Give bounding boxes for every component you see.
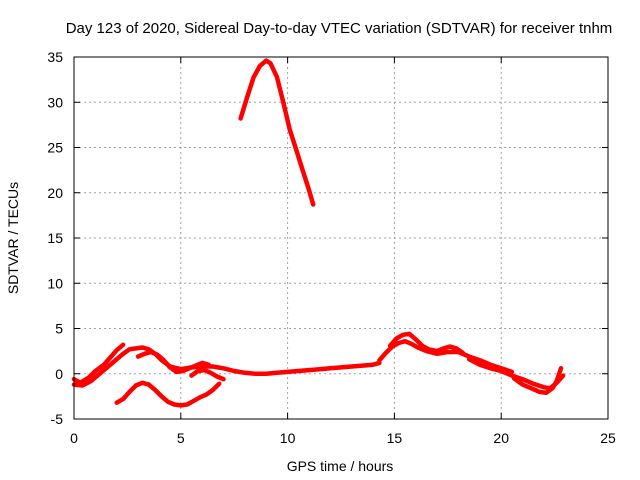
y-tick-label: 0 bbox=[55, 366, 63, 382]
y-tick-label: 30 bbox=[47, 94, 63, 110]
x-tick-label: 5 bbox=[177, 430, 185, 446]
x-tick-label: 20 bbox=[493, 430, 509, 446]
series-arc-g bbox=[387, 331, 466, 356]
y-tick-label: 10 bbox=[47, 275, 63, 291]
x-axis-label: GPS time / hours bbox=[287, 458, 394, 474]
y-tick-label: 5 bbox=[55, 321, 63, 337]
series-arc-a bbox=[71, 342, 126, 386]
y-tick-label: 35 bbox=[47, 49, 63, 65]
series-arc-f bbox=[377, 338, 515, 375]
y-tick-label: 15 bbox=[47, 230, 63, 246]
axis-ticks: 0 5 10 15 20 25 -5 0 5 10 15 20 25 30 35 bbox=[47, 49, 616, 446]
y-tick-label: 20 bbox=[47, 185, 63, 201]
x-tick-label: 15 bbox=[387, 430, 403, 446]
x-tick-label: 25 bbox=[600, 430, 616, 446]
series-arc-peak bbox=[238, 58, 316, 207]
y-tick-label: -5 bbox=[51, 411, 64, 427]
series-arc-d bbox=[189, 367, 226, 382]
data-series bbox=[71, 58, 566, 408]
y-axis-label: SDTVAR / TECUs bbox=[5, 182, 21, 294]
series-arc-b bbox=[71, 345, 382, 388]
x-tick-label: 0 bbox=[70, 430, 78, 446]
y-tick-label: 25 bbox=[47, 140, 63, 156]
x-tick-label: 10 bbox=[280, 430, 296, 446]
series-arc-i bbox=[511, 366, 564, 396]
series-arc-e bbox=[114, 380, 222, 408]
series-arc-c bbox=[135, 349, 211, 375]
chart-title: Day 123 of 2020, Sidereal Day-to-day VTE… bbox=[66, 20, 613, 37]
